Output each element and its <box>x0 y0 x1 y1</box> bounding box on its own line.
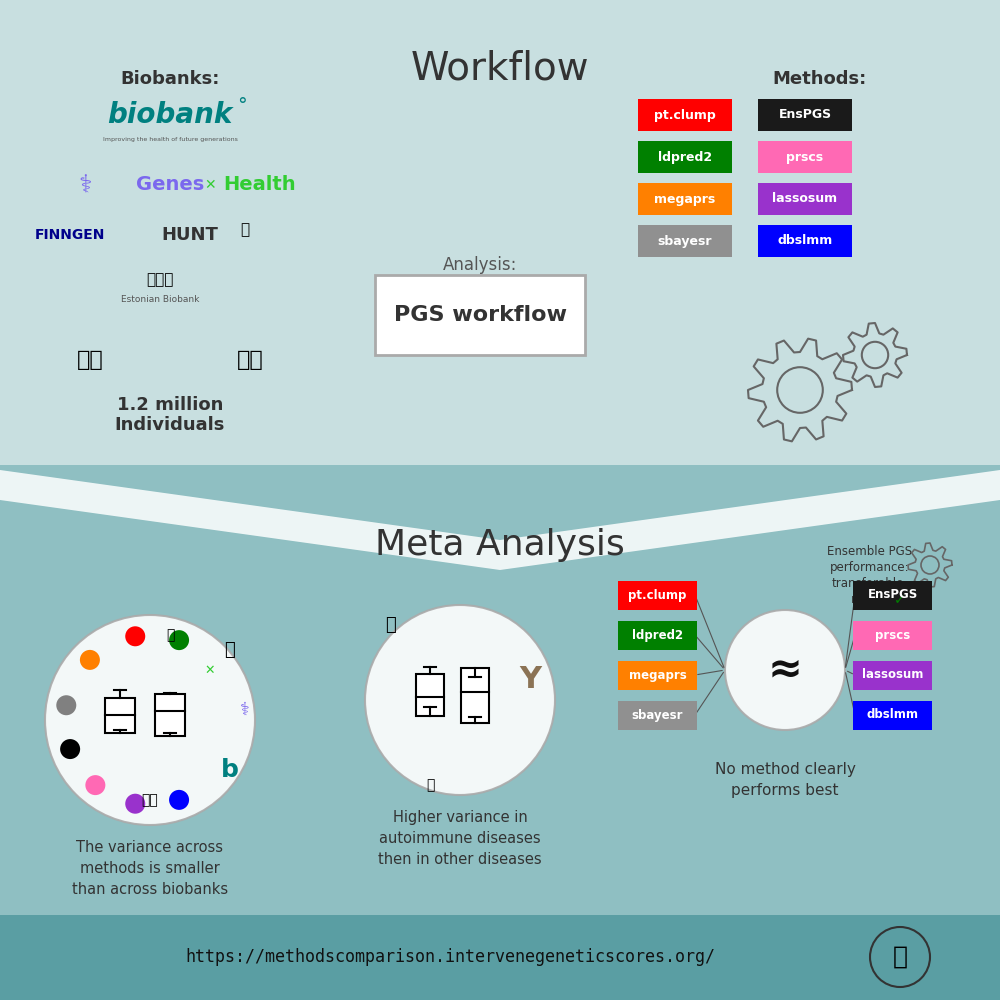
Text: 🧠: 🧠 <box>385 616 395 634</box>
FancyBboxPatch shape <box>638 225 732 257</box>
Circle shape <box>169 630 189 650</box>
Text: Workflow: Workflow <box>411 50 589 88</box>
Circle shape <box>125 794 145 814</box>
Text: ⚕: ⚕ <box>240 701 250 719</box>
Circle shape <box>85 775 105 795</box>
FancyBboxPatch shape <box>375 275 585 355</box>
Text: 👥👥: 👥👥 <box>77 350 103 370</box>
Text: pt.clump: pt.clump <box>654 108 716 121</box>
FancyBboxPatch shape <box>618 620 697 650</box>
FancyBboxPatch shape <box>618 700 697 730</box>
FancyBboxPatch shape <box>618 660 697 690</box>
Text: lassosum: lassosum <box>862 668 923 682</box>
Text: No method clearly
performs best: No method clearly performs best <box>715 762 855 798</box>
Text: ✓: ✓ <box>894 593 906 607</box>
Text: megaprs: megaprs <box>629 668 686 682</box>
FancyBboxPatch shape <box>0 465 1000 915</box>
Text: ✕: ✕ <box>204 178 216 192</box>
Text: FINNGEN: FINNGEN <box>35 228 105 242</box>
Text: Improving the health of future generations: Improving the health of future generatio… <box>103 137 237 142</box>
Polygon shape <box>0 470 1000 570</box>
Text: biobank: biobank <box>107 101 233 129</box>
Text: Genes: Genes <box>136 176 204 194</box>
Text: 👥👥: 👥👥 <box>237 350 263 370</box>
Circle shape <box>365 605 555 795</box>
Text: Ensemble PGS
performance:
transferable,
robust: Ensemble PGS performance: transferable, … <box>827 545 913 606</box>
Text: Higher variance in
autoimmune diseases
then in other diseases: Higher variance in autoimmune diseases t… <box>378 810 542 867</box>
FancyBboxPatch shape <box>853 700 932 730</box>
FancyBboxPatch shape <box>758 225 852 257</box>
Text: prscs: prscs <box>875 629 910 642</box>
Circle shape <box>60 739 80 759</box>
Circle shape <box>125 626 145 646</box>
Text: Biobanks:: Biobanks: <box>120 70 220 88</box>
Text: ldpred2: ldpred2 <box>658 150 712 163</box>
Text: dbslmm: dbslmm <box>867 708 919 722</box>
Text: 1.2 million
Individuals: 1.2 million Individuals <box>115 396 225 434</box>
Text: https://methodscomparison.intervenegeneticscores.org/: https://methodscomparison.intervenegenet… <box>185 948 715 966</box>
Text: Health: Health <box>224 176 296 194</box>
Bar <box>105 698 135 732</box>
Text: ldpred2: ldpred2 <box>632 629 683 642</box>
Text: 🧬: 🧬 <box>225 641 235 659</box>
Text: lassosum: lassosum <box>772 192 838 206</box>
Text: EnsPGS: EnsPGS <box>867 588 918 601</box>
Bar <box>155 694 185 736</box>
Text: b: b <box>221 758 239 782</box>
FancyBboxPatch shape <box>758 141 852 173</box>
Text: 🍎: 🍎 <box>240 223 250 237</box>
Text: PGS workflow: PGS workflow <box>394 305 566 325</box>
Text: dbslmm: dbslmm <box>777 234 833 247</box>
Text: 👥👥👥: 👥👥👥 <box>146 272 174 288</box>
Text: ✕: ✕ <box>205 664 215 676</box>
Text: pt.clump: pt.clump <box>628 588 687 601</box>
Text: megaprs: megaprs <box>654 192 716 206</box>
Text: 👥👥: 👥👥 <box>142 793 158 807</box>
Text: ⚕: ⚕ <box>78 173 92 197</box>
Bar <box>416 674 444 716</box>
FancyBboxPatch shape <box>638 141 732 173</box>
Text: sbayesr: sbayesr <box>632 708 683 722</box>
Text: Estonian Biobank: Estonian Biobank <box>121 296 199 304</box>
FancyBboxPatch shape <box>758 99 852 131</box>
FancyBboxPatch shape <box>758 183 852 215</box>
FancyBboxPatch shape <box>638 183 732 215</box>
FancyBboxPatch shape <box>638 99 732 131</box>
Text: 🌐: 🌐 <box>893 945 908 969</box>
Text: 💧: 💧 <box>426 778 434 792</box>
Bar <box>461 668 489 722</box>
Text: The variance across
methods is smaller
than across biobanks: The variance across methods is smaller t… <box>72 840 228 897</box>
FancyBboxPatch shape <box>0 915 1000 1000</box>
Text: EnsPGS: EnsPGS <box>778 108 832 121</box>
FancyBboxPatch shape <box>853 660 932 690</box>
Circle shape <box>169 790 189 810</box>
FancyBboxPatch shape <box>0 0 1000 570</box>
Text: sbayesr: sbayesr <box>658 234 712 247</box>
Circle shape <box>80 650 100 670</box>
FancyBboxPatch shape <box>853 580 932 609</box>
Text: Meta Analysis: Meta Analysis <box>375 528 625 562</box>
Text: Methods:: Methods: <box>773 70 867 88</box>
Text: 🍎: 🍎 <box>166 628 174 642</box>
Text: prscs: prscs <box>786 150 824 163</box>
Text: Y: Y <box>519 666 541 694</box>
FancyBboxPatch shape <box>618 580 697 609</box>
FancyBboxPatch shape <box>853 620 932 650</box>
Text: ≈: ≈ <box>768 649 802 691</box>
Circle shape <box>56 695 76 715</box>
Text: HUNT: HUNT <box>162 226 218 244</box>
Text: Analysis:: Analysis: <box>443 256 517 274</box>
Circle shape <box>725 610 845 730</box>
Text: °: ° <box>237 96 247 115</box>
Circle shape <box>45 615 255 825</box>
